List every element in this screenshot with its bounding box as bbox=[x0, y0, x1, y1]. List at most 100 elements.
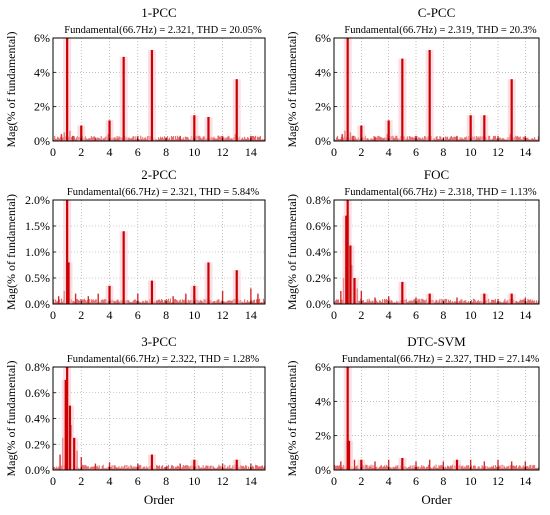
x-tick-label: 8 bbox=[440, 145, 446, 159]
y-tick-label: 2.0% bbox=[25, 193, 50, 207]
chart-annotation: Fundamental(66.7Hz) = 2.319, THD = 20.3% bbox=[344, 25, 536, 36]
chart-panel-5: 3-PCC Fundamental(66.7Hz) = 2.322, THD = … bbox=[4, 334, 266, 507]
x-tick-label: 12 bbox=[217, 145, 229, 159]
chart-title: 3-PCC bbox=[141, 334, 176, 349]
chart-annotation: Fundamental(66.7Hz) = 2.318, THD = 1.13% bbox=[344, 187, 536, 198]
x-tick-label: 6 bbox=[135, 474, 141, 488]
y-axis-label: Mag(% of fundamental) bbox=[4, 194, 18, 310]
y-tick-label: 0.5% bbox=[25, 271, 50, 285]
chart-annotation: Fundamental(66.7Hz) = 2.327, THD = 27.14… bbox=[342, 354, 540, 365]
x-tick-label: 4 bbox=[107, 474, 113, 488]
y-tick-label: 0.2% bbox=[306, 271, 331, 285]
plot-frame bbox=[333, 37, 540, 142]
x-tick-label: 14 bbox=[519, 308, 531, 322]
y-axis-label: Mag(% of fundamental) bbox=[285, 361, 299, 477]
x-tick-label: 6 bbox=[413, 308, 419, 322]
y-tick-label: 0.8% bbox=[25, 360, 50, 374]
x-axis-label: Order bbox=[421, 492, 452, 507]
y-tick-label: 6% bbox=[34, 31, 50, 45]
x-tick-label: 8 bbox=[163, 145, 169, 159]
x-tick-label: 4 bbox=[107, 308, 113, 322]
x-tick-label: 6 bbox=[413, 474, 419, 488]
y-tick-label: 0% bbox=[315, 463, 331, 477]
y-tick-label: 0% bbox=[34, 134, 50, 148]
x-tick-label: 12 bbox=[492, 145, 504, 159]
y-tick-label: 2% bbox=[315, 100, 331, 114]
x-tick-label: 8 bbox=[163, 474, 169, 488]
x-tick-label: 12 bbox=[492, 308, 504, 322]
y-tick-label: 0.4% bbox=[25, 412, 50, 426]
chart-annotation: Fundamental(66.7Hz) = 2.322, THD = 1.28% bbox=[67, 354, 259, 365]
chart-panel-3: 2-PCC Fundamental(66.7Hz) = 2.321, THD = … bbox=[4, 167, 266, 322]
x-tick-label: 6 bbox=[413, 145, 419, 159]
x-tick-label: 2 bbox=[78, 145, 84, 159]
x-axis-label: Order bbox=[144, 492, 175, 507]
x-tick-label: 12 bbox=[217, 474, 229, 488]
x-tick-label: 0 bbox=[331, 474, 337, 488]
x-tick-label: 10 bbox=[465, 145, 477, 159]
chart-annotation: Fundamental(66.7Hz) = 2.321, THD = 5.84% bbox=[67, 187, 259, 198]
y-axis-label: Mag(% of fundamental) bbox=[4, 32, 18, 148]
y-tick-label: 4% bbox=[315, 394, 331, 408]
chart-title: DTC-SVM bbox=[407, 334, 466, 349]
x-tick-label: 4 bbox=[386, 474, 392, 488]
y-tick-label: 4% bbox=[34, 65, 50, 79]
x-tick-label: 2 bbox=[358, 308, 364, 322]
x-tick-label: 10 bbox=[188, 145, 200, 159]
x-tick-label: 8 bbox=[163, 308, 169, 322]
x-tick-label: 10 bbox=[188, 474, 200, 488]
x-tick-label: 4 bbox=[386, 308, 392, 322]
y-axis-label: Mag(% of fundamental) bbox=[4, 361, 18, 477]
x-tick-label: 0 bbox=[50, 308, 56, 322]
x-tick-label: 2 bbox=[358, 145, 364, 159]
x-tick-label: 8 bbox=[440, 308, 446, 322]
chart-annotation: Fundamental(66.7Hz) = 2.321, THD = 20.05… bbox=[64, 25, 262, 36]
x-tick-label: 10 bbox=[465, 474, 477, 488]
y-tick-label: 0% bbox=[315, 134, 331, 148]
y-axis-label: Mag(% of fundamental) bbox=[285, 32, 299, 148]
y-tick-label: 0.0% bbox=[25, 297, 50, 311]
y-tick-label: 0.0% bbox=[25, 463, 50, 477]
plot-frame bbox=[333, 366, 540, 471]
chart-title: 2-PCC bbox=[141, 167, 176, 182]
x-tick-label: 0 bbox=[331, 145, 337, 159]
y-axis-label: Mag(% of fundamental) bbox=[285, 194, 299, 310]
x-tick-label: 0 bbox=[331, 308, 337, 322]
y-tick-label: 0.0% bbox=[306, 297, 331, 311]
x-tick-label: 6 bbox=[135, 308, 141, 322]
x-tick-label: 2 bbox=[358, 474, 364, 488]
x-tick-label: 8 bbox=[440, 474, 446, 488]
x-tick-label: 4 bbox=[107, 145, 113, 159]
y-tick-label: 4% bbox=[315, 65, 331, 79]
x-tick-label: 14 bbox=[519, 145, 531, 159]
x-tick-label: 2 bbox=[78, 308, 84, 322]
plot-frame bbox=[52, 37, 266, 142]
x-tick-label: 14 bbox=[245, 308, 257, 322]
y-tick-label: 0.6% bbox=[25, 386, 50, 400]
chart-panel-2: C-PCC Fundamental(66.7Hz) = 2.319, THD = … bbox=[285, 5, 540, 159]
chart-panel-1: 1-PCC Fundamental(66.7Hz) = 2.321, THD = … bbox=[4, 5, 266, 159]
x-tick-label: 14 bbox=[245, 474, 257, 488]
y-tick-label: 2% bbox=[34, 100, 50, 114]
y-tick-label: 0.4% bbox=[306, 245, 331, 259]
y-tick-label: 1.0% bbox=[25, 245, 50, 259]
y-tick-label: 0.6% bbox=[306, 219, 331, 233]
y-tick-label: 6% bbox=[315, 31, 331, 45]
chart-title: C-PCC bbox=[418, 5, 456, 20]
y-tick-label: 0.2% bbox=[25, 437, 50, 451]
x-tick-label: 0 bbox=[50, 145, 56, 159]
chart-panel-4: FOC Fundamental(66.7Hz) = 2.318, THD = 1.… bbox=[285, 167, 540, 322]
x-tick-label: 6 bbox=[135, 145, 141, 159]
y-tick-label: 2% bbox=[315, 429, 331, 443]
chart-title: 1-PCC bbox=[141, 5, 176, 20]
x-tick-label: 12 bbox=[217, 308, 229, 322]
x-tick-label: 2 bbox=[78, 474, 84, 488]
x-tick-label: 14 bbox=[245, 145, 257, 159]
x-tick-label: 14 bbox=[519, 474, 531, 488]
chart-title: FOC bbox=[424, 167, 449, 182]
x-tick-label: 10 bbox=[188, 308, 200, 322]
x-tick-label: 12 bbox=[492, 474, 504, 488]
chart-panel-6: DTC-SVM Fundamental(66.7Hz) = 2.327, THD … bbox=[285, 334, 540, 507]
